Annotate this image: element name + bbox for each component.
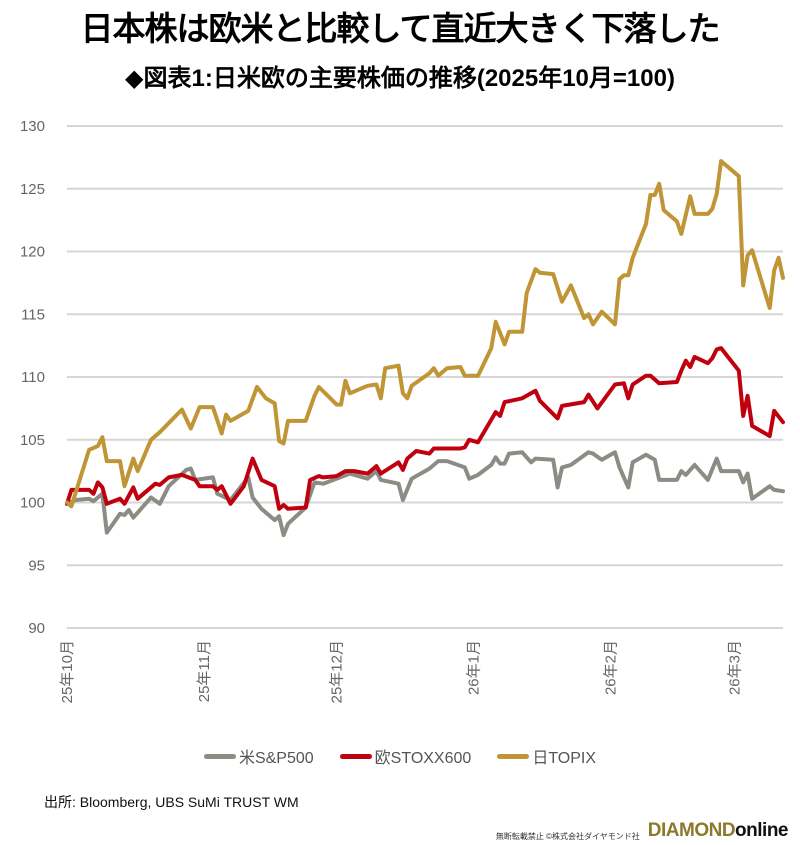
legend: 米S&P500 欧STOXX600 日TOPIX	[0, 744, 800, 768]
legend-swatch	[203, 753, 236, 759]
x-tick-label: 25年10月	[59, 640, 76, 703]
y-tick-label: 100	[20, 495, 45, 512]
diamond-online-logo[interactable]: DIAMONDonline	[647, 820, 789, 842]
chart-title: ◆図表1:日米欧の主要株価の推移(2025年10月=100)	[125, 65, 675, 92]
legend-label: 米S&P500	[238, 750, 314, 767]
logo-sub: online	[735, 820, 788, 841]
series-line-2	[65, 159, 785, 509]
legend-label: 日TOPIX	[532, 750, 597, 767]
y-tick-label: 95	[28, 557, 45, 574]
footer: 無断転載禁止 ©株式会社ダイヤモンド社 DIAMONDonline	[495, 820, 789, 842]
legend-item-topix: 日TOPIX	[497, 744, 596, 768]
y-tick-label: 115	[21, 306, 45, 323]
y-tick-label: 90	[28, 620, 45, 637]
series-line-1	[65, 346, 785, 511]
legend-label: 欧STOXX600	[374, 750, 472, 767]
copyright-notice: 無断転載禁止 ©株式会社ダイヤモンド社	[495, 832, 640, 841]
y-tick-label: 120	[20, 244, 45, 261]
y-tick-label: 110	[21, 369, 45, 386]
series-line-0	[65, 450, 785, 538]
legend-item-stoxx600: 欧STOXX600	[339, 744, 472, 768]
x-tick-label: 25年12月	[329, 640, 346, 703]
source-note: 出所: Bloomberg, UBS SuMi TRUST WM	[44, 794, 299, 810]
y-tick-label: 105	[20, 432, 45, 449]
legend-swatch	[339, 753, 372, 759]
legend-item-sp500: 米S&P500	[203, 744, 314, 768]
headline: 日本株は欧米と比較して直近大きく下落した	[80, 10, 720, 47]
y-tick-label: 125	[20, 181, 45, 198]
x-tick-label: 26年2月	[603, 640, 620, 695]
legend-swatch	[497, 753, 530, 759]
line-chart: 90 95 100 105 110 115 120 125 130 25年10月 25年11月 25…	[20, 118, 785, 703]
x-tick-label: 26年3月	[726, 640, 743, 695]
x-tick-label: 25年11月	[196, 640, 213, 702]
logo-main: DIAMOND	[647, 820, 736, 841]
y-tick-label: 130	[20, 118, 45, 135]
x-tick-label: 26年1月	[466, 640, 483, 695]
